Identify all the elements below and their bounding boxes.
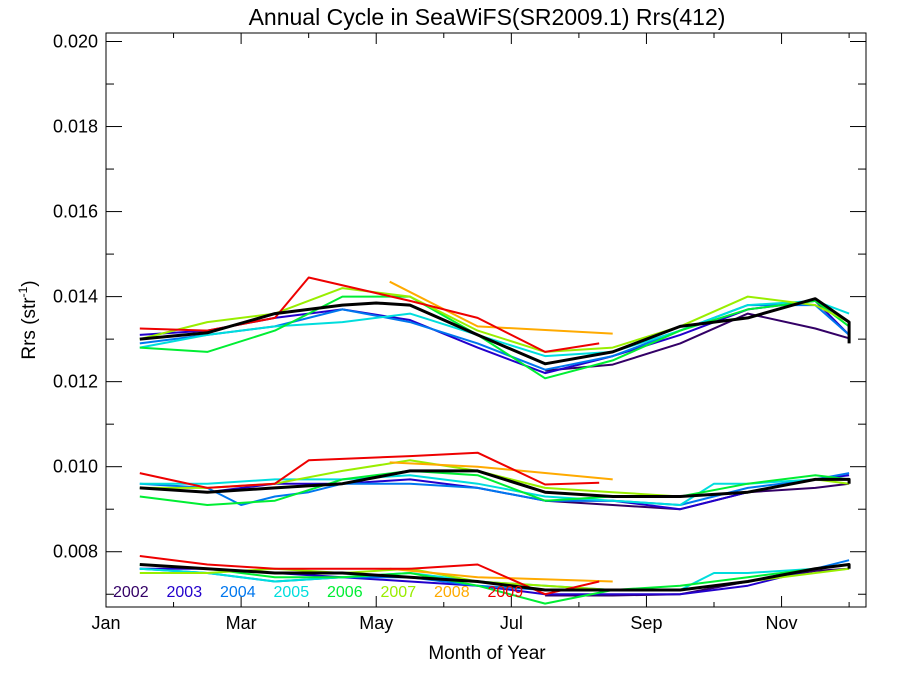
y-axis-label-superscript: -1 [16,286,30,297]
y-tick-label: 0.010 [53,457,98,477]
x-tick-label: Nov [766,613,798,633]
x-tick-label: Mar [226,613,257,633]
y-tick-label: 0.008 [53,542,98,562]
y-tick-label: 0.012 [53,372,98,392]
series-line-2004-1 [139,472,850,506]
x-tick-label: Sep [630,613,662,633]
series-line-2005-0 [139,299,850,358]
plot-frame [105,32,867,608]
series-line-2002-0 [545,312,850,372]
mean-series-line-2 [139,563,851,592]
y-axis-label: Rrs (str-1) [16,280,40,359]
series-line-2009-1 [139,451,600,489]
y-tick-label: 0.016 [53,202,98,222]
series-line-2002-2 [545,567,850,597]
chart-title: Annual Cycle in SeaWiFS(SR2009.1) Rrs(41… [249,4,726,30]
legend-item-2006: 2006 [327,584,363,601]
series-line-2007-0 [139,287,850,353]
legend-item-2004: 2004 [220,584,256,601]
y-axis-label-close: ) [19,280,40,286]
x-tick-label: Jan [91,613,120,633]
legend-item-2008: 2008 [434,584,470,601]
series-line-2006-2 [139,563,850,605]
x-tick-label: May [359,613,393,633]
series-line-2009-2 [139,555,600,596]
x-axis-label: Month of Year [428,643,546,664]
legend-item-2002: 2002 [113,584,149,601]
legend-item-2009: 2009 [488,584,524,601]
series-line-2008-2 [389,567,613,583]
series-line-2006-0 [139,295,850,380]
y-tick-label: 0.014 [53,287,98,307]
x-tick-label: Jul [500,613,523,633]
y-tick-label: 0.020 [53,32,98,52]
legend-item-2005: 2005 [274,584,310,601]
y-tick-label: 0.018 [53,117,98,137]
y-axis-label-main: Rrs (str [19,297,40,360]
series-line-2008-0 [389,280,613,335]
mean-series-line-0 [139,297,851,366]
legend-item-2007: 2007 [381,584,417,601]
series-line-2008-1 [389,461,613,481]
legend-item-2003: 2003 [167,584,203,601]
mean-series-line-1 [139,469,851,498]
series-line-2006-1 [139,469,850,506]
